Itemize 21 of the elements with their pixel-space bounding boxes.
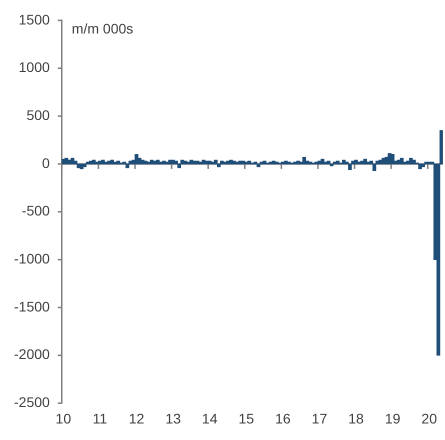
- x-tick-label: 14: [202, 410, 218, 426]
- x-tick-label: 13: [165, 410, 182, 426]
- x-tick-label: 18: [348, 410, 364, 426]
- x-tick-label: 20: [421, 410, 438, 426]
- y-tick-label: 1000: [18, 59, 50, 76]
- y-tick-label: -1500: [14, 298, 50, 314]
- x-tick-label: 11: [92, 410, 108, 426]
- y-tick-label: -1000: [14, 250, 50, 267]
- y-tick-label: 1500: [18, 11, 50, 28]
- y-tick-label: -2000: [14, 346, 50, 362]
- x-tick-label: 12: [128, 410, 145, 426]
- y-tick-label: -500: [22, 202, 50, 219]
- y-tick-label: -2500: [14, 394, 50, 410]
- x-tick-label: 19: [384, 410, 401, 426]
- x-tick-label: 16: [275, 410, 291, 426]
- y-axis-title: m/m 000s: [72, 20, 134, 36]
- x-tick-label: 10: [56, 410, 72, 426]
- y-tick-label: 500: [26, 106, 50, 123]
- x-tick-label: 15: [238, 410, 254, 426]
- y-tick-label: 0: [42, 154, 50, 171]
- x-tick-label: 17: [312, 410, 328, 426]
